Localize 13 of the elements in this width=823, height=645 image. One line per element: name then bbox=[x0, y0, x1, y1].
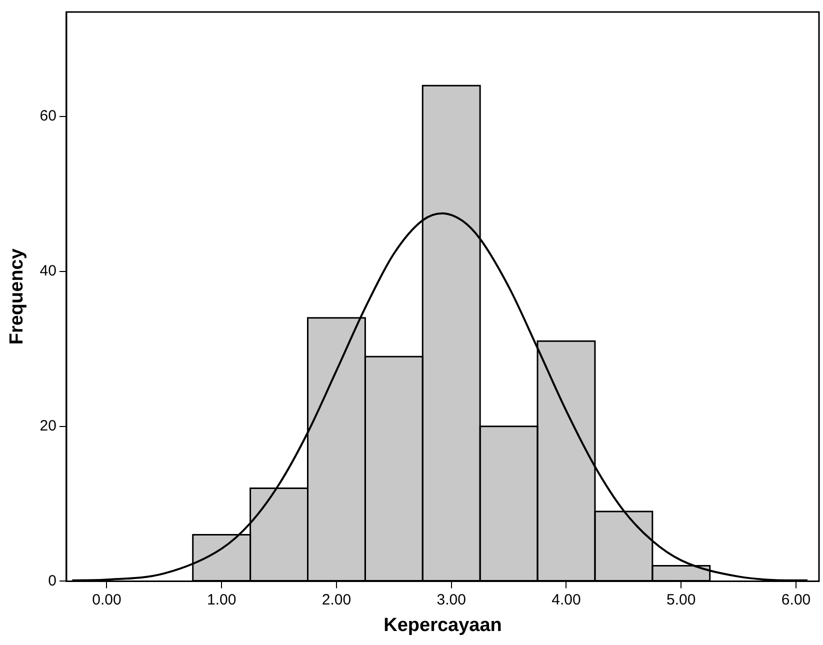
x-tick-label: 6.00 bbox=[781, 591, 811, 608]
x-tick-label: 2.00 bbox=[322, 591, 352, 608]
y-tick-label: 20 bbox=[40, 417, 56, 434]
y-axis-title: Frequency bbox=[6, 248, 28, 345]
y-tick-label: 60 bbox=[40, 108, 56, 125]
x-tick-label: 3.00 bbox=[436, 591, 466, 608]
y-tick-label: 0 bbox=[48, 572, 56, 590]
y-tick-label: 40 bbox=[40, 262, 56, 280]
x-tick-label: 4.00 bbox=[552, 591, 581, 608]
x-tick-label: 0.00 bbox=[92, 591, 122, 608]
x-axis-title: Kepercayaan bbox=[384, 614, 502, 636]
x-tick-label: 1.00 bbox=[206, 591, 236, 608]
x-tick-label: 5.00 bbox=[666, 591, 696, 608]
